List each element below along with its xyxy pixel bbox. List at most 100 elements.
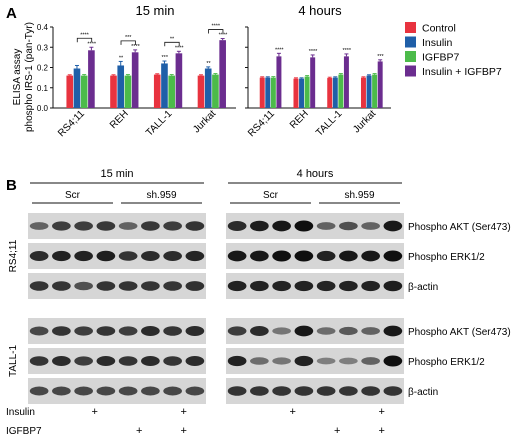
chart-15min-bracket-label: **** xyxy=(80,32,89,38)
chart-15min-significance-label: **** xyxy=(87,41,96,47)
blot-protein-label: Phospho ERK1/2 xyxy=(408,357,485,368)
treatment-mark: + xyxy=(181,406,187,418)
chart-15min-category-label: TALL-1 xyxy=(144,108,175,139)
blot-band xyxy=(163,326,182,336)
blot-band xyxy=(118,386,138,396)
chart-4hours-category-label: Jurkat xyxy=(351,108,378,135)
chart-4hours-significance-label: *** xyxy=(377,54,384,60)
blot-band xyxy=(339,250,358,262)
blot-band xyxy=(52,326,71,336)
blot-band xyxy=(294,386,314,396)
blot-subgroup-label: Scr xyxy=(65,190,81,201)
blot-band xyxy=(227,355,247,367)
legend-swatch xyxy=(405,36,416,48)
chart-15min-bar xyxy=(168,75,175,108)
blot-band xyxy=(185,221,205,231)
blot-band xyxy=(29,386,49,396)
chart-15min-ylabel-line1: ELISA assay xyxy=(12,49,23,106)
chart-15min-category-label: Jurkat xyxy=(191,108,218,135)
blot-band xyxy=(74,221,93,231)
blot-band xyxy=(74,250,93,262)
chart-4hours-significance-label: **** xyxy=(309,49,318,55)
blot-band xyxy=(339,221,358,231)
chart-15min-category-label: REH xyxy=(108,108,131,131)
blot-group-title: 4 hours xyxy=(297,168,334,180)
blot-band xyxy=(29,281,49,291)
blot-band xyxy=(316,327,336,335)
chart-15min-bar xyxy=(73,68,81,108)
chart-4hours-bar xyxy=(293,78,299,108)
blot-band xyxy=(185,356,205,366)
blot-band xyxy=(272,250,291,262)
legend-label: Insulin xyxy=(422,37,453,49)
blot-band xyxy=(29,251,49,261)
chart-15min-bar xyxy=(153,74,161,108)
chart-4hours-bar xyxy=(366,75,372,108)
chart-15min-ytick-label: 0.4 xyxy=(37,23,49,32)
chart-4hours-category-label: RS4;11 xyxy=(246,108,277,139)
chart-15min-significance-label: ** xyxy=(206,61,211,67)
chart-15min-bar xyxy=(197,75,205,108)
blot-band xyxy=(185,281,205,291)
blot-band xyxy=(227,221,247,231)
blot-band xyxy=(185,326,205,336)
chart-15min-ylabel-line2: phospho IRS-1 (pan-Tyr) xyxy=(24,22,35,132)
blot-group-title: 15 min xyxy=(100,168,133,180)
chart-4hours-bar xyxy=(299,78,305,108)
blot-subgroup-label: Scr xyxy=(263,190,279,201)
blot-band xyxy=(294,220,314,232)
blot-band xyxy=(361,327,380,335)
chart-15min-bar xyxy=(212,74,219,108)
chart-4hours-bar xyxy=(377,61,383,108)
blot-band xyxy=(141,326,160,336)
blot-band xyxy=(272,280,291,292)
blot-subgroup-label: sh.959 xyxy=(146,190,176,201)
chart-4hours-significance-label: **** xyxy=(275,47,284,53)
blot-band xyxy=(118,281,138,291)
blot-band xyxy=(316,250,336,262)
chart-4hours-bar xyxy=(270,77,276,108)
blot-band xyxy=(141,281,160,291)
chart-4hours-bar xyxy=(304,76,310,108)
chart-15min-bar xyxy=(110,75,117,108)
chart-15min-ytick-label: 0.2 xyxy=(37,64,49,73)
blot-band xyxy=(227,386,247,396)
chart-4hours-bar xyxy=(276,56,282,108)
blot-band xyxy=(383,355,403,367)
blot-band xyxy=(294,280,314,292)
blot-band xyxy=(74,281,93,291)
chart-15min-ytick-label: 0.0 xyxy=(37,104,49,113)
legend-swatch xyxy=(405,51,416,62)
blot-protein-label: β-actin xyxy=(408,387,438,398)
blot-band xyxy=(185,386,205,396)
blot-band xyxy=(141,386,160,396)
chart-15min-bar xyxy=(88,50,95,108)
blot-band xyxy=(141,221,160,231)
blot-cell-line-label: TALL-1 xyxy=(8,345,19,377)
chart-15min-bar xyxy=(117,65,125,108)
blot-band xyxy=(163,386,182,396)
blot-band xyxy=(272,220,291,232)
blot-band xyxy=(163,251,182,261)
chart-15min-bar xyxy=(124,75,132,108)
blot-band xyxy=(272,327,291,335)
blot-band xyxy=(250,326,269,336)
chart-15min-significance-label: *** xyxy=(162,55,169,61)
chart-15min-bar xyxy=(131,52,139,108)
chart-15min-significance-label: **** xyxy=(219,33,228,39)
blot-band xyxy=(383,220,403,232)
blot-band xyxy=(163,221,182,231)
blot-protein-label: Phospho AKT (Ser473) xyxy=(408,222,511,233)
blot-band xyxy=(118,222,138,230)
blot-band xyxy=(250,357,269,365)
blot-band xyxy=(316,280,336,292)
legend-label: IGFBP7 xyxy=(422,52,460,64)
blot-band xyxy=(96,281,116,291)
chart-15min-bracket xyxy=(76,37,93,43)
blot-band xyxy=(361,386,380,396)
panel-label-a: A xyxy=(6,5,17,22)
blot-band xyxy=(294,250,314,262)
chart-15min-bracket-label: *** xyxy=(125,35,132,41)
legend: Control Insulin IGFBP7 Insulin + IGFBP7 xyxy=(405,22,502,78)
